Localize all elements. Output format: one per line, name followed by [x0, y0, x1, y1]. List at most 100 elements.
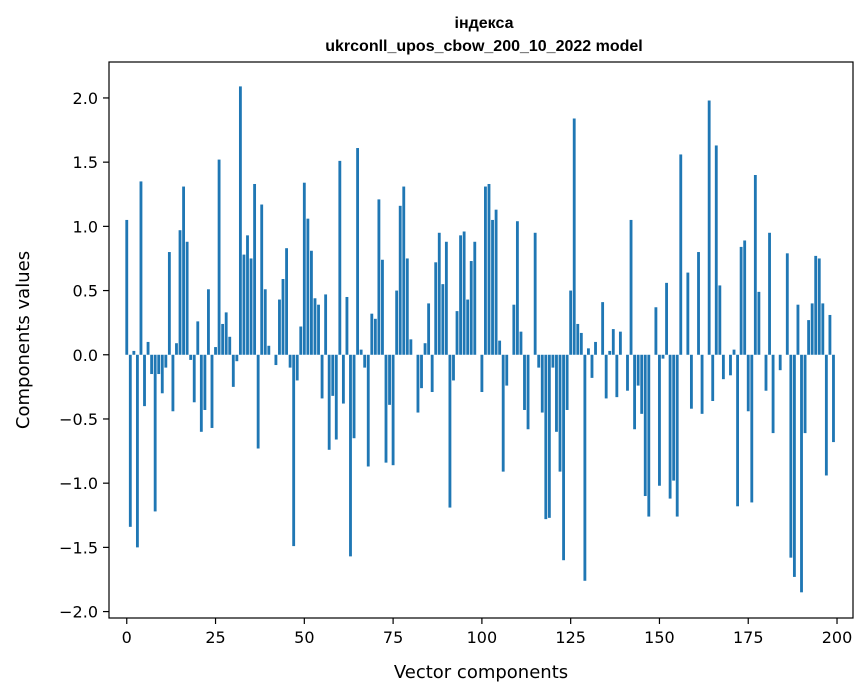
bar — [814, 255, 818, 355]
x-tick-label: 150 — [644, 628, 675, 647]
bar — [491, 219, 494, 355]
bar — [668, 354, 672, 499]
bar — [356, 148, 360, 355]
bar — [562, 354, 565, 561]
bar — [494, 209, 498, 355]
bar — [132, 350, 136, 355]
y-tick-label: −1.0 — [59, 474, 98, 493]
bar — [604, 354, 608, 399]
bar — [675, 354, 679, 517]
bar — [824, 354, 828, 476]
bar — [359, 349, 363, 355]
bar — [484, 186, 487, 355]
bar — [732, 349, 736, 355]
x-tick-label: 100 — [467, 628, 498, 647]
bar — [281, 279, 285, 355]
bar — [565, 354, 569, 410]
bar — [750, 354, 754, 503]
bar — [349, 354, 352, 557]
y-tick-label: 1.0 — [73, 217, 98, 236]
bar — [505, 354, 509, 386]
bar — [164, 354, 168, 368]
bar — [331, 354, 335, 396]
bar — [512, 304, 516, 355]
bar — [459, 235, 462, 355]
bar — [803, 354, 807, 434]
bar — [182, 186, 185, 355]
bar — [462, 231, 466, 355]
bar — [689, 354, 693, 409]
bar — [363, 354, 367, 368]
bar — [643, 354, 647, 497]
bar — [828, 314, 832, 355]
bar — [448, 354, 452, 508]
bar — [785, 253, 789, 355]
y-axis-label: Components values — [13, 251, 34, 429]
bar — [796, 304, 800, 355]
bar — [789, 354, 793, 558]
bar — [292, 354, 296, 547]
bar — [832, 354, 835, 443]
bar — [189, 354, 193, 360]
bar — [714, 145, 718, 355]
bar — [817, 258, 821, 355]
bar — [526, 354, 530, 430]
bar — [633, 354, 637, 430]
bar — [807, 320, 811, 355]
bar — [157, 354, 161, 375]
bar — [601, 302, 605, 355]
y-tick-label: 0.5 — [73, 282, 98, 301]
bar — [661, 354, 665, 359]
chart-title-line2: ukrconll_upos_cbow_200_10_2022 model — [325, 38, 642, 55]
bar — [135, 354, 139, 548]
bar — [217, 159, 221, 355]
bar — [498, 340, 502, 355]
bar — [626, 354, 629, 391]
bar — [210, 354, 214, 428]
bar — [199, 354, 203, 432]
bar — [608, 350, 612, 355]
bar — [434, 262, 438, 355]
bar — [228, 336, 232, 355]
bar — [739, 246, 743, 355]
bar — [611, 329, 615, 355]
bar — [679, 154, 683, 355]
bar — [150, 354, 154, 375]
bar — [306, 218, 310, 355]
bar — [792, 354, 796, 577]
bar — [721, 354, 725, 380]
bar — [487, 183, 491, 355]
bar — [260, 204, 264, 355]
bar — [274, 354, 278, 366]
bar — [764, 354, 768, 391]
bar — [302, 182, 306, 355]
bar — [444, 241, 448, 355]
bar — [366, 354, 370, 467]
bar — [409, 339, 413, 355]
bar — [480, 354, 484, 393]
bar — [519, 331, 523, 355]
bar — [654, 307, 658, 355]
bar — [590, 354, 594, 378]
bar — [743, 240, 747, 355]
x-tick-label: 200 — [822, 628, 853, 647]
bar — [171, 354, 175, 412]
bar — [405, 258, 409, 355]
bar — [207, 289, 210, 355]
bar — [629, 219, 633, 355]
bar — [569, 290, 573, 355]
bar — [185, 241, 189, 355]
bar — [665, 282, 668, 355]
bar — [398, 205, 402, 355]
bar — [175, 343, 178, 355]
bar — [143, 354, 146, 407]
bar — [672, 354, 676, 481]
bar — [345, 296, 349, 355]
bar — [771, 354, 775, 434]
bar — [373, 318, 377, 355]
bar — [178, 230, 182, 355]
bar — [125, 219, 129, 355]
bar — [583, 354, 587, 581]
